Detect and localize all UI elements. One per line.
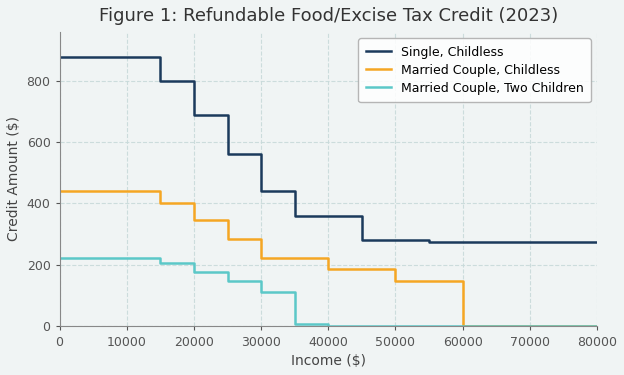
- Single, Childless: [257, 152, 265, 157]
- Married Couple, Two Children: [190, 261, 198, 265]
- Married Couple, Childless: [257, 256, 265, 261]
- Single, Childless: [224, 112, 232, 117]
- Legend: Single, Childless, Married Couple, Childless, Married Couple, Two Children: Single, Childless, Married Couple, Child…: [358, 38, 591, 102]
- Single, Childless: [291, 213, 298, 218]
- Married Couple, Two Children: [224, 279, 232, 284]
- Single, Childless: [324, 213, 332, 218]
- Y-axis label: Credit Amount ($): Credit Amount ($): [7, 116, 21, 242]
- Married Couple, Childless: [392, 279, 399, 284]
- Single, Childless: [190, 112, 198, 117]
- Married Couple, Childless: [190, 201, 198, 206]
- Married Couple, Two Children: [291, 322, 298, 327]
- Single, Childless: [426, 238, 433, 242]
- Single, Childless: [392, 238, 399, 242]
- Married Couple, Two Children: [157, 256, 164, 261]
- Married Couple, Two Children: [157, 261, 164, 265]
- Married Couple, Childless: [157, 189, 164, 194]
- Married Couple, Two Children: [257, 279, 265, 284]
- Line: Married Couple, Two Children: Married Couple, Two Children: [59, 258, 597, 326]
- Single, Childless: [157, 54, 164, 59]
- Married Couple, Childless: [392, 267, 399, 272]
- Single, Childless: [459, 239, 466, 244]
- Single, Childless: [358, 238, 366, 242]
- Married Couple, Childless: [56, 189, 63, 194]
- Single, Childless: [224, 152, 232, 157]
- Married Couple, Two Children: [190, 270, 198, 274]
- Married Couple, Childless: [324, 267, 332, 272]
- Married Couple, Two Children: [324, 324, 332, 328]
- Married Couple, Childless: [224, 236, 232, 241]
- Married Couple, Two Children: [324, 322, 332, 327]
- Married Couple, Two Children: [257, 290, 265, 294]
- Single, Childless: [593, 239, 601, 244]
- Single, Childless: [257, 189, 265, 194]
- X-axis label: Income ($): Income ($): [291, 354, 366, 368]
- Single, Childless: [56, 54, 63, 59]
- Married Couple, Childless: [459, 279, 466, 284]
- Married Couple, Childless: [426, 279, 433, 284]
- Married Couple, Childless: [224, 218, 232, 222]
- Married Couple, Childless: [324, 256, 332, 261]
- Single, Childless: [324, 213, 332, 218]
- Married Couple, Childless: [459, 324, 466, 328]
- Married Couple, Childless: [257, 236, 265, 241]
- Line: Married Couple, Childless: Married Couple, Childless: [59, 191, 597, 326]
- Married Couple, Two Children: [291, 290, 298, 294]
- Married Couple, Childless: [426, 279, 433, 284]
- Line: Single, Childless: Single, Childless: [59, 57, 597, 242]
- Single, Childless: [190, 79, 198, 83]
- Single, Childless: [392, 238, 399, 242]
- Single, Childless: [426, 239, 433, 244]
- Married Couple, Two Children: [224, 270, 232, 274]
- Married Couple, Two Children: [593, 324, 601, 328]
- Single, Childless: [157, 79, 164, 83]
- Married Couple, Childless: [190, 218, 198, 222]
- Single, Childless: [358, 213, 366, 218]
- Title: Figure 1: Refundable Food/Excise Tax Credit (2023): Figure 1: Refundable Food/Excise Tax Cre…: [99, 7, 558, 25]
- Married Couple, Childless: [157, 201, 164, 206]
- Single, Childless: [459, 239, 466, 244]
- Married Couple, Childless: [593, 324, 601, 328]
- Single, Childless: [291, 189, 298, 194]
- Married Couple, Two Children: [56, 256, 63, 261]
